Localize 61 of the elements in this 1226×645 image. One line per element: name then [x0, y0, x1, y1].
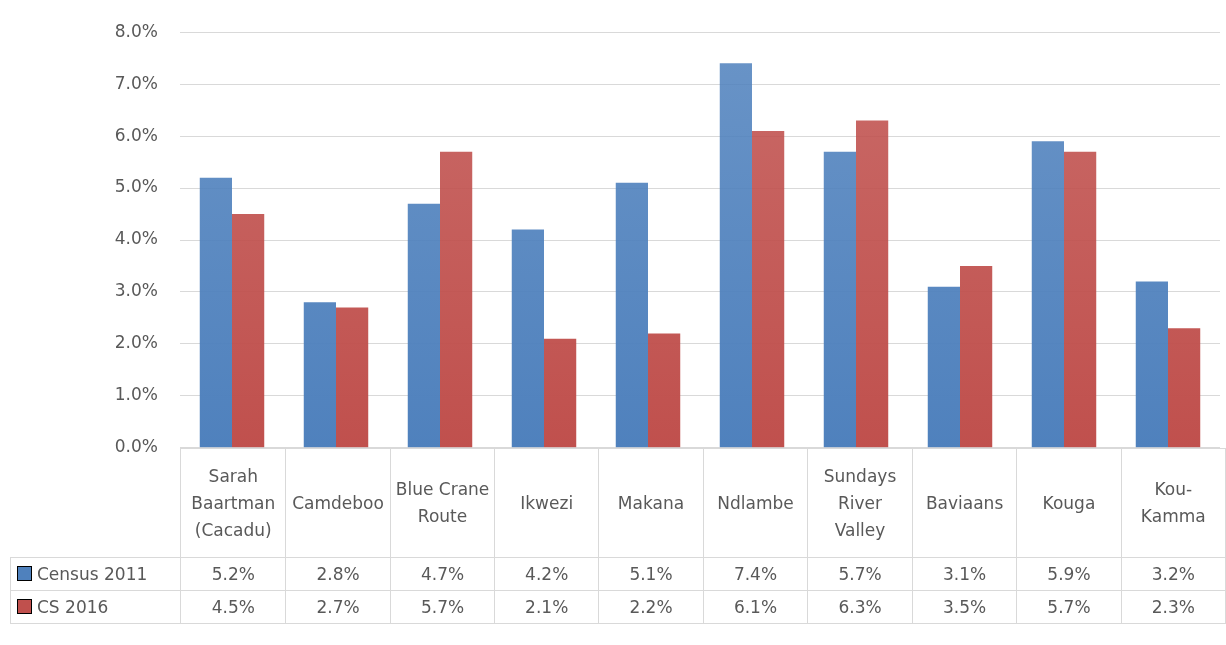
- data-label: 2.1%: [494, 590, 599, 624]
- bar: [823, 151, 856, 448]
- data-label: 4.5%: [180, 590, 286, 624]
- bar: [199, 177, 232, 448]
- bar: [752, 130, 785, 448]
- bar: [960, 265, 993, 448]
- data-label: 5.7%: [390, 590, 495, 624]
- y-tick-label: 1.0%: [114, 384, 158, 405]
- data-label: 5.7%: [807, 557, 913, 591]
- data-label: 2.7%: [285, 590, 391, 624]
- legend-label: CS 2016: [10, 590, 181, 624]
- y-tick-label: 2.0%: [114, 332, 158, 353]
- x-tick-label: Kou-Kamma: [1121, 448, 1226, 558]
- bar: [232, 214, 265, 448]
- bar: [927, 286, 960, 448]
- bar: [648, 333, 681, 448]
- bar: [1168, 328, 1201, 448]
- y-tick-label: 5.0%: [114, 176, 158, 197]
- bar: [1064, 151, 1097, 448]
- y-tick-label: 4.0%: [114, 228, 158, 249]
- x-tick-label: Sarah Baartman (Cacadu): [180, 448, 286, 558]
- legend-label: Census 2011: [10, 557, 181, 591]
- x-tick-label: Kouga: [1016, 448, 1122, 558]
- data-label: 3.2%: [1121, 557, 1226, 591]
- x-tick-label: Camdeboo: [285, 448, 391, 558]
- y-tick-label: 6.0%: [114, 124, 158, 145]
- x-tick-label: Blue Crane Route: [390, 448, 495, 558]
- x-tick-label: Sundays River Valley: [807, 448, 913, 558]
- bar: [856, 120, 889, 448]
- data-label: 5.1%: [598, 557, 704, 591]
- bar: [440, 151, 473, 448]
- x-tick-label: Makana: [598, 448, 704, 558]
- data-label: 5.7%: [1016, 590, 1122, 624]
- data-label: 6.1%: [703, 590, 808, 624]
- data-label: 4.7%: [390, 557, 495, 591]
- y-tick-label: 3.0%: [114, 280, 158, 301]
- data-label: 2.2%: [598, 590, 704, 624]
- data-label: 7.4%: [703, 557, 808, 591]
- y-tick-label: 0.0%: [114, 436, 158, 457]
- data-label: 6.3%: [807, 590, 913, 624]
- data-label: 2.3%: [1121, 590, 1226, 624]
- bar: [407, 203, 440, 448]
- bar: [511, 229, 544, 448]
- data-label: 5.9%: [1016, 557, 1122, 591]
- x-tick-label: Ndlambe: [703, 448, 808, 558]
- data-label: 3.1%: [912, 557, 1017, 591]
- bar: [303, 302, 336, 448]
- data-label: 4.2%: [494, 557, 599, 591]
- bar: [336, 307, 369, 448]
- data-label: 3.5%: [912, 590, 1017, 624]
- bar: [615, 182, 648, 448]
- data-label: 5.2%: [180, 557, 286, 591]
- bar: [1135, 281, 1168, 448]
- bar: [719, 63, 752, 448]
- x-tick-label: Baviaans: [912, 448, 1017, 558]
- bar: [1031, 141, 1064, 448]
- x-tick-label: Ikwezi: [494, 448, 599, 558]
- data-label: 2.8%: [285, 557, 391, 591]
- y-tick-label: 7.0%: [114, 72, 158, 93]
- bar: [544, 338, 577, 448]
- y-tick-label: 8.0%: [114, 20, 158, 41]
